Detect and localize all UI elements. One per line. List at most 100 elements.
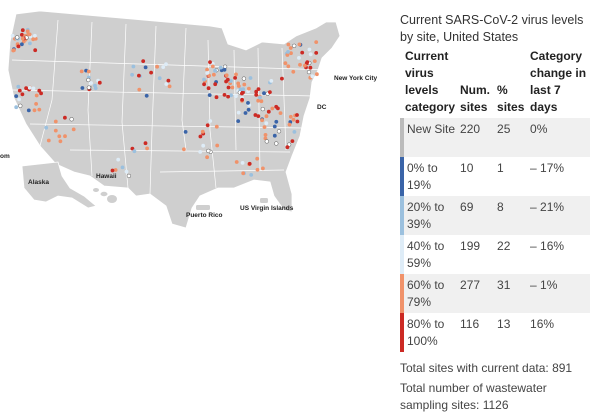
site-marker bbox=[120, 165, 125, 170]
site-marker bbox=[262, 125, 267, 129]
site-marker bbox=[97, 80, 102, 85]
site-marker bbox=[149, 70, 154, 75]
site-marker bbox=[256, 114, 261, 118]
legend-num-cell: 69 bbox=[457, 196, 495, 235]
map-canvas bbox=[7, 10, 341, 229]
site-marker bbox=[224, 73, 229, 78]
site-marker bbox=[214, 95, 219, 100]
site-marker bbox=[34, 93, 39, 98]
site-marker bbox=[26, 108, 31, 113]
site-marker bbox=[44, 125, 49, 130]
site-marker bbox=[113, 168, 118, 172]
usvi-shape bbox=[260, 198, 268, 203]
hawaii-island-3 bbox=[107, 195, 117, 203]
site-marker bbox=[25, 29, 30, 34]
site-marker bbox=[32, 108, 37, 113]
site-marker bbox=[241, 90, 245, 95]
map-label-hawaii: Hawaii bbox=[96, 173, 117, 180]
site-marker bbox=[264, 114, 269, 119]
site-marker bbox=[314, 51, 319, 55]
site-marker bbox=[274, 104, 279, 109]
site-marker bbox=[278, 111, 283, 115]
site-marker bbox=[253, 113, 258, 117]
alaska-shape bbox=[21, 161, 97, 209]
site-marker bbox=[288, 46, 293, 50]
site-marker bbox=[234, 160, 239, 164]
hawaii-island-2 bbox=[100, 191, 108, 197]
legend-num-cell: 220 bbox=[457, 118, 495, 157]
legend-pct-cell: 31 bbox=[494, 274, 528, 313]
site-marker bbox=[126, 173, 132, 179]
legend-num-cell: 10 bbox=[460, 161, 474, 175]
site-marker bbox=[274, 119, 279, 124]
site-marker bbox=[71, 127, 76, 132]
site-marker bbox=[234, 94, 238, 98]
site-marker bbox=[210, 61, 215, 66]
site-marker bbox=[157, 76, 162, 81]
site-marker bbox=[124, 169, 129, 174]
site-marker bbox=[238, 87, 243, 92]
site-marker bbox=[312, 59, 317, 63]
legend-change-cell: – 17% bbox=[530, 161, 565, 175]
site-marker bbox=[315, 72, 319, 77]
legend-row: 0% to 19% 10 1 – 17% bbox=[399, 157, 590, 196]
site-marker bbox=[289, 51, 293, 56]
site-marker bbox=[18, 103, 23, 108]
site-marker bbox=[226, 94, 231, 99]
site-marker bbox=[236, 110, 241, 115]
site-marker bbox=[241, 76, 247, 81]
site-marker bbox=[263, 133, 268, 137]
site-marker bbox=[291, 69, 296, 74]
site-marker bbox=[241, 87, 246, 92]
site-marker bbox=[16, 84, 21, 89]
site-marker bbox=[274, 141, 279, 146]
site-marker bbox=[20, 32, 24, 37]
site-marker bbox=[198, 150, 203, 154]
site-marker bbox=[202, 82, 207, 87]
site-marker bbox=[246, 101, 250, 105]
site-marker bbox=[255, 167, 260, 172]
site-marker bbox=[86, 77, 91, 83]
us-map: New York City DC Alaska Hawaii Puerto Ri… bbox=[0, 0, 392, 250]
site-marker bbox=[57, 134, 62, 139]
site-marker bbox=[256, 98, 261, 103]
site-marker bbox=[269, 79, 274, 83]
site-marker bbox=[272, 133, 277, 138]
site-marker bbox=[206, 86, 211, 91]
site-marker bbox=[24, 86, 28, 91]
site-marker bbox=[254, 93, 259, 97]
site-marker bbox=[230, 85, 235, 90]
site-marker bbox=[243, 111, 248, 115]
site-marker bbox=[14, 94, 19, 98]
site-marker bbox=[258, 95, 262, 100]
legend-title: Current SARS-CoV-2 virus levels by site,… bbox=[400, 13, 584, 44]
site-marker bbox=[215, 143, 220, 148]
site-marker bbox=[164, 82, 169, 86]
site-marker bbox=[164, 62, 168, 67]
site-marker bbox=[287, 122, 292, 127]
site-marker bbox=[63, 115, 67, 120]
site-marker bbox=[218, 65, 223, 70]
site-marker bbox=[291, 117, 296, 122]
legend-body: New Site 220 25 0% 0% to 19% 10 1– 17% 20% to 3… bbox=[399, 118, 590, 352]
site-marker bbox=[295, 119, 300, 124]
site-marker bbox=[288, 114, 293, 119]
site-marker bbox=[236, 84, 241, 88]
site-marker bbox=[144, 93, 149, 98]
site-marker bbox=[145, 146, 150, 151]
site-marker bbox=[20, 36, 25, 41]
site-marker bbox=[314, 40, 319, 44]
site-marker bbox=[292, 130, 297, 134]
puerto-rico-shape bbox=[196, 205, 210, 210]
site-marker bbox=[132, 149, 137, 154]
site-marker bbox=[130, 146, 135, 151]
site-marker bbox=[17, 97, 21, 102]
site-marker bbox=[205, 71, 210, 75]
site-marker bbox=[259, 99, 264, 104]
site-marker bbox=[20, 28, 25, 33]
legend-num-cell: 116 bbox=[460, 317, 480, 331]
site-marker bbox=[207, 93, 212, 97]
site-marker bbox=[295, 113, 299, 117]
border-line bbox=[29, 123, 305, 129]
site-marker bbox=[242, 82, 247, 87]
